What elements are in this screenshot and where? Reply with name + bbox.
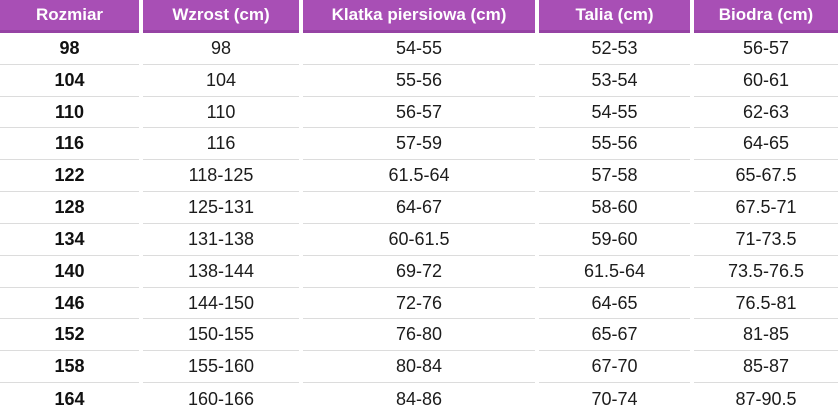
table-cell: 69-72 [303, 256, 535, 288]
table-cell: 61.5-64 [539, 256, 690, 288]
table-cell: 125-131 [143, 192, 299, 224]
table-cell: 64-65 [694, 128, 838, 161]
table-cell: 64-65 [539, 288, 690, 320]
table-cell-size: 104 [0, 65, 139, 97]
header-wzrost: Wzrost (cm) [143, 0, 299, 33]
table-cell: 55-56 [303, 65, 535, 97]
table-cell: 55-56 [539, 128, 690, 161]
table-cell: 85-87 [694, 351, 838, 384]
table-cell: 76-80 [303, 319, 535, 352]
table-cell: 54-55 [303, 33, 535, 65]
table-cell: 58-60 [539, 192, 690, 224]
table-cell: 76.5-81 [694, 288, 838, 320]
table-cell: 87-90.5 [735, 388, 797, 409]
table-cell-size: 116 [0, 128, 139, 161]
table-cell: 52-53 [539, 33, 690, 65]
table-cell-size: 122 [0, 160, 139, 193]
table-cell: 59-60 [539, 224, 690, 256]
table-cell: 72-76 [303, 288, 535, 320]
header-biodra: Biodra (cm) [694, 0, 838, 33]
table-cell: 65-67.5 [694, 160, 838, 193]
table-cell-size: 146 [0, 288, 139, 320]
table-cell-size: 134 [0, 224, 139, 256]
table-cell: 54-55 [539, 97, 690, 129]
header-klatka-piersiowa: Klatka piersiowa (cm) [303, 0, 535, 33]
table-cell: 64-67 [303, 192, 535, 224]
table-cell: 150-155 [143, 319, 299, 352]
table-cell-size: 140 [0, 256, 139, 288]
table-cell: 160-166 [187, 388, 255, 409]
table-cell: 56-57 [303, 97, 535, 129]
table-cell: 53-54 [539, 65, 690, 97]
table-cell: 138-144 [143, 256, 299, 288]
table-cell: 70-74 [591, 388, 638, 409]
table-cell: 104 [143, 65, 299, 97]
table-cell: 81-85 [694, 319, 838, 352]
table-cell: 67.5-71 [694, 192, 838, 224]
table-cell: 131-138 [143, 224, 299, 256]
table-cell: 57-59 [303, 128, 535, 161]
table-cell: 116 [143, 128, 299, 161]
table-cell: 61.5-64 [303, 160, 535, 193]
table-cell: 73.5-76.5 [694, 256, 838, 288]
table-cell-size: 110 [0, 97, 139, 129]
table-cell: 71-73.5 [694, 224, 838, 256]
table-cell: 60-61 [694, 65, 838, 97]
table-cell-size: 98 [0, 33, 139, 65]
table-cell: 57-58 [539, 160, 690, 193]
table-cell-size: 128 [0, 192, 139, 224]
table-cell: 67-70 [539, 351, 690, 384]
table-cell-size: 164 [54, 388, 85, 409]
table-cell: 65-67 [539, 319, 690, 352]
table-cell: 98 [143, 33, 299, 65]
header-rozmiar: Rozmiar [0, 0, 139, 33]
table-cell: 56-57 [694, 33, 838, 65]
table-cell: 144-150 [143, 288, 299, 320]
table-cell: 84-86 [395, 388, 443, 409]
table-cell: 155-160 [143, 351, 299, 384]
header-talia: Talia (cm) [539, 0, 690, 33]
table-cell-size: 152 [0, 319, 139, 352]
table-cell: 118-125 [143, 160, 299, 193]
table-cell: 60-61.5 [303, 224, 535, 256]
table-cell-size: 158 [0, 351, 139, 384]
table-cell: 110 [143, 97, 299, 129]
table-cell: 80-84 [303, 351, 535, 384]
table-cell: 62-63 [694, 97, 838, 129]
